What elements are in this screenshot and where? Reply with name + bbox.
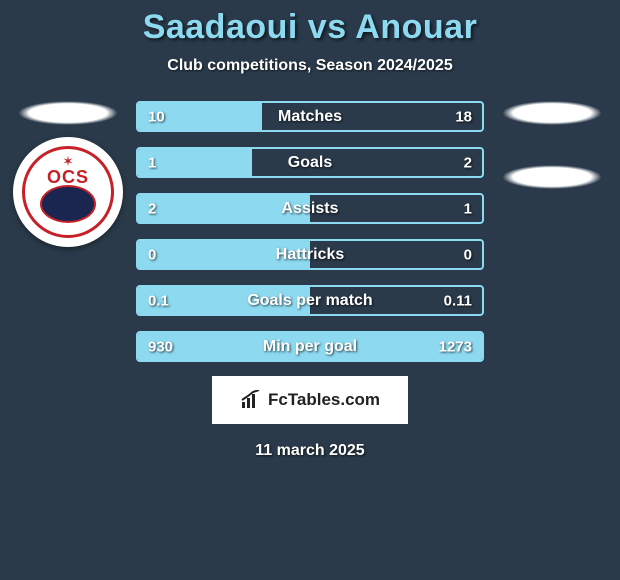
stat-bar: 1 Goals 2 xyxy=(136,147,484,178)
stat-bar: 0.1 Goals per match 0.11 xyxy=(136,285,484,316)
stat-value-right: 2 xyxy=(464,154,472,171)
stat-bar: 0 Hattricks 0 xyxy=(136,239,484,270)
club-badge-placeholder xyxy=(502,165,602,189)
stat-bars-container: 10Matches181Goals22Assists10Hattricks00.… xyxy=(128,97,492,362)
stat-value-left: 2 xyxy=(148,200,156,217)
stat-bar: 10 Matches 18 xyxy=(136,101,484,132)
stat-label: Assists xyxy=(282,200,339,218)
stat-label: Goals per match xyxy=(247,292,372,310)
stat-label: Goals xyxy=(288,154,332,172)
subtitle: Club competitions, Season 2024/2025 xyxy=(0,57,620,75)
promo-label: FcTables.com xyxy=(268,390,380,410)
stat-value-left: 0.1 xyxy=(148,292,169,309)
stat-value-right: 1 xyxy=(464,200,472,217)
page-title: Saadaoui vs Anouar xyxy=(0,8,620,47)
promo-banner[interactable]: FcTables.com xyxy=(212,376,408,424)
stat-value-left: 0 xyxy=(148,246,156,263)
stat-bar: 2 Assists 1 xyxy=(136,193,484,224)
club-badge-left: ✶ OCS xyxy=(13,137,123,247)
rugby-ball-icon xyxy=(40,185,96,223)
chart-icon xyxy=(240,390,262,410)
date-text: 11 march 2025 xyxy=(0,442,620,460)
stat-label: Matches xyxy=(278,108,342,126)
stat-label: Hattricks xyxy=(276,246,344,264)
stat-value-left: 930 xyxy=(148,338,173,355)
stat-label: Min per goal xyxy=(263,338,357,356)
comparison-panel: ✶ OCS 10Matches181Goals22Assists10Hattri… xyxy=(0,97,620,362)
stat-value-right: 0 xyxy=(464,246,472,263)
player-avatar-placeholder xyxy=(18,101,118,125)
right-player-col xyxy=(492,97,612,189)
player-avatar-placeholder xyxy=(502,101,602,125)
stat-value-left: 10 xyxy=(148,108,165,125)
stat-value-right: 1273 xyxy=(439,338,472,355)
stat-value-right: 18 xyxy=(455,108,472,125)
stat-value-left: 1 xyxy=(148,154,156,171)
left-player-col: ✶ OCS xyxy=(8,97,128,247)
stat-value-right: 0.11 xyxy=(444,292,472,309)
stat-bar: 930 Min per goal 1273 xyxy=(136,331,484,362)
